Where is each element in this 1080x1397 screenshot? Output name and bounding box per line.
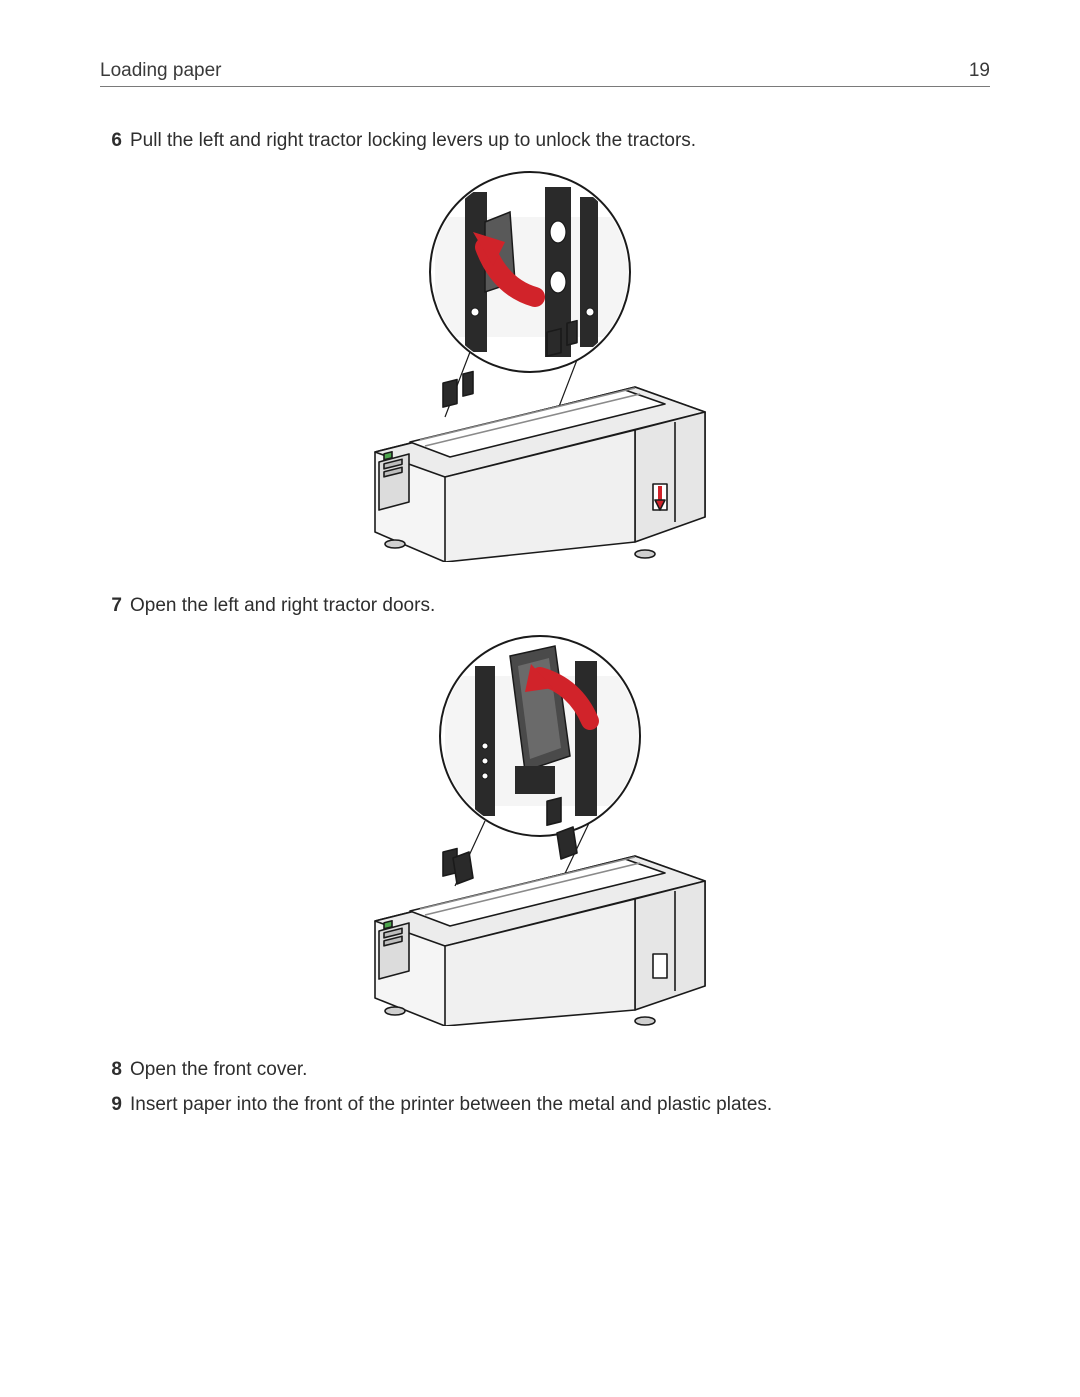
step-text: Open the left and right tractor doors. <box>130 592 990 621</box>
figure-1-wrap <box>100 162 990 562</box>
manual-page: Loading paper 19 6 Pull the left and rig… <box>0 0 1080 1397</box>
step-number: 6 <box>100 127 122 156</box>
step-text: Insert paper into the front of the print… <box>130 1091 990 1120</box>
step-number: 9 <box>100 1091 122 1120</box>
step-7: 7 Open the left and right tractor doors. <box>100 592 990 621</box>
figure-1-illustration <box>335 162 755 562</box>
step-6: 6 Pull the left and right tractor lockin… <box>100 127 990 156</box>
step-8: 8 Open the front cover. <box>100 1056 990 1085</box>
figure-2-wrap <box>100 626 990 1026</box>
figure-2-illustration <box>335 626 755 1026</box>
header-page-number: 19 <box>969 60 990 82</box>
step-number: 7 <box>100 592 122 621</box>
step-number: 8 <box>100 1056 122 1085</box>
header-title: Loading paper <box>100 60 222 82</box>
step-text: Pull the left and right tractor locking … <box>130 127 990 156</box>
step-9: 9 Insert paper into the front of the pri… <box>100 1091 990 1120</box>
step-text: Open the front cover. <box>130 1056 990 1085</box>
page-header: Loading paper 19 <box>100 60 990 87</box>
